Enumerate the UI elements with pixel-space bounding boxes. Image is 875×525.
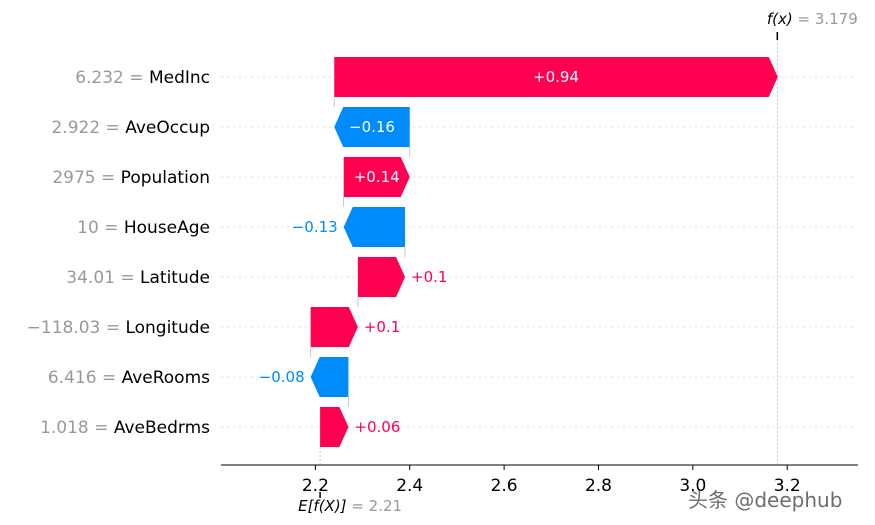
watermark: 头条 @deephub: [688, 488, 843, 512]
feature-name: AveBedrms: [114, 418, 210, 438]
efx-equals: =: [347, 497, 369, 515]
feature-name: AveRooms: [122, 368, 211, 388]
feature-value: 2975 =: [52, 168, 120, 188]
bar-longitude: [310, 307, 358, 347]
bar-label-latitude: +0.1: [411, 268, 447, 286]
feature-value: 6.416 =: [48, 368, 122, 388]
bar-label-houseage: −0.13: [292, 218, 338, 236]
x-tick-label: 3.2: [774, 476, 801, 496]
x-tick-label: 2.4: [396, 476, 423, 496]
efx-value: 2.21: [369, 497, 402, 515]
base-value-label: E[f(X)] = 2.21: [298, 497, 402, 515]
feature-value: 10 =: [77, 218, 124, 238]
bars-group: +0.94 −0.16 +0.14 −0.13 +0.1 +0.1 −0.08 +0.06: [259, 57, 778, 447]
x-tick-label: 2.8: [585, 476, 612, 496]
bar-label-population: +0.14: [354, 168, 400, 186]
final-value-label: f(x) = 3.179: [767, 10, 858, 28]
connector-lines: [310, 97, 411, 465]
bar-population: [343, 157, 410, 197]
fx-value: 3.179: [815, 10, 858, 28]
bar-label-longitude: +0.1: [364, 318, 400, 336]
bar-label-avebedrms: +0.06: [354, 418, 400, 436]
bar-houseage: [343, 207, 406, 247]
x-tick-label: 2.6: [491, 476, 518, 496]
feature-name: Longitude: [125, 318, 210, 338]
feature-label-longitude: −118.03 = Longitude: [27, 318, 210, 338]
feature-label-houseage: 10 = HouseAge: [77, 218, 210, 238]
feature-name: Population: [121, 168, 210, 188]
feature-value: 2.922 =: [51, 118, 125, 138]
feature-name: AveOccup: [125, 118, 210, 138]
feature-label-medinc: 6.232 = MedInc: [75, 68, 210, 88]
bar-label-medinc: +0.94: [533, 68, 579, 86]
feature-label-aveoccup: 2.922 = AveOccup: [51, 118, 210, 138]
bar-label-aveoccup: −0.16: [349, 118, 395, 136]
fx-prefix: f(x): [767, 10, 793, 28]
bar-medinc: [334, 57, 778, 97]
bar-aveoccup: [334, 107, 410, 147]
feature-name: HouseAge: [124, 218, 210, 238]
feature-value: 1.018 =: [40, 418, 114, 438]
fx-equals: =: [793, 10, 815, 28]
feature-name: Latitude: [140, 268, 210, 288]
x-tick-label: 3.0: [679, 476, 706, 496]
bar-averooms: [310, 357, 349, 397]
bar-latitude: [357, 257, 406, 297]
efx-prefix: E[f(X)]: [298, 497, 347, 515]
feature-label-averooms: 6.416 = AveRooms: [48, 368, 210, 388]
feature-label-avebedrms: 1.018 = AveBedrms: [40, 418, 210, 438]
feature-label-population: 2975 = Population: [52, 168, 210, 188]
feature-labels: 6.232 = MedInc 2.922 = AveOccup 2975 = Pop…: [27, 68, 210, 438]
feature-value: 6.232 =: [75, 68, 149, 88]
x-tick-label: 2.2: [302, 476, 329, 496]
x-axis: 2.2 2.4 2.6 2.8 3.0 3.2: [221, 464, 858, 498]
feature-value: −118.03 =: [27, 318, 126, 338]
feature-value: 34.01 =: [66, 268, 140, 288]
feature-name: MedInc: [149, 68, 210, 88]
bar-avebedrms: [320, 407, 349, 447]
bar-label-averooms: −0.08: [259, 368, 305, 386]
feature-label-latitude: 34.01 = Latitude: [66, 268, 210, 288]
